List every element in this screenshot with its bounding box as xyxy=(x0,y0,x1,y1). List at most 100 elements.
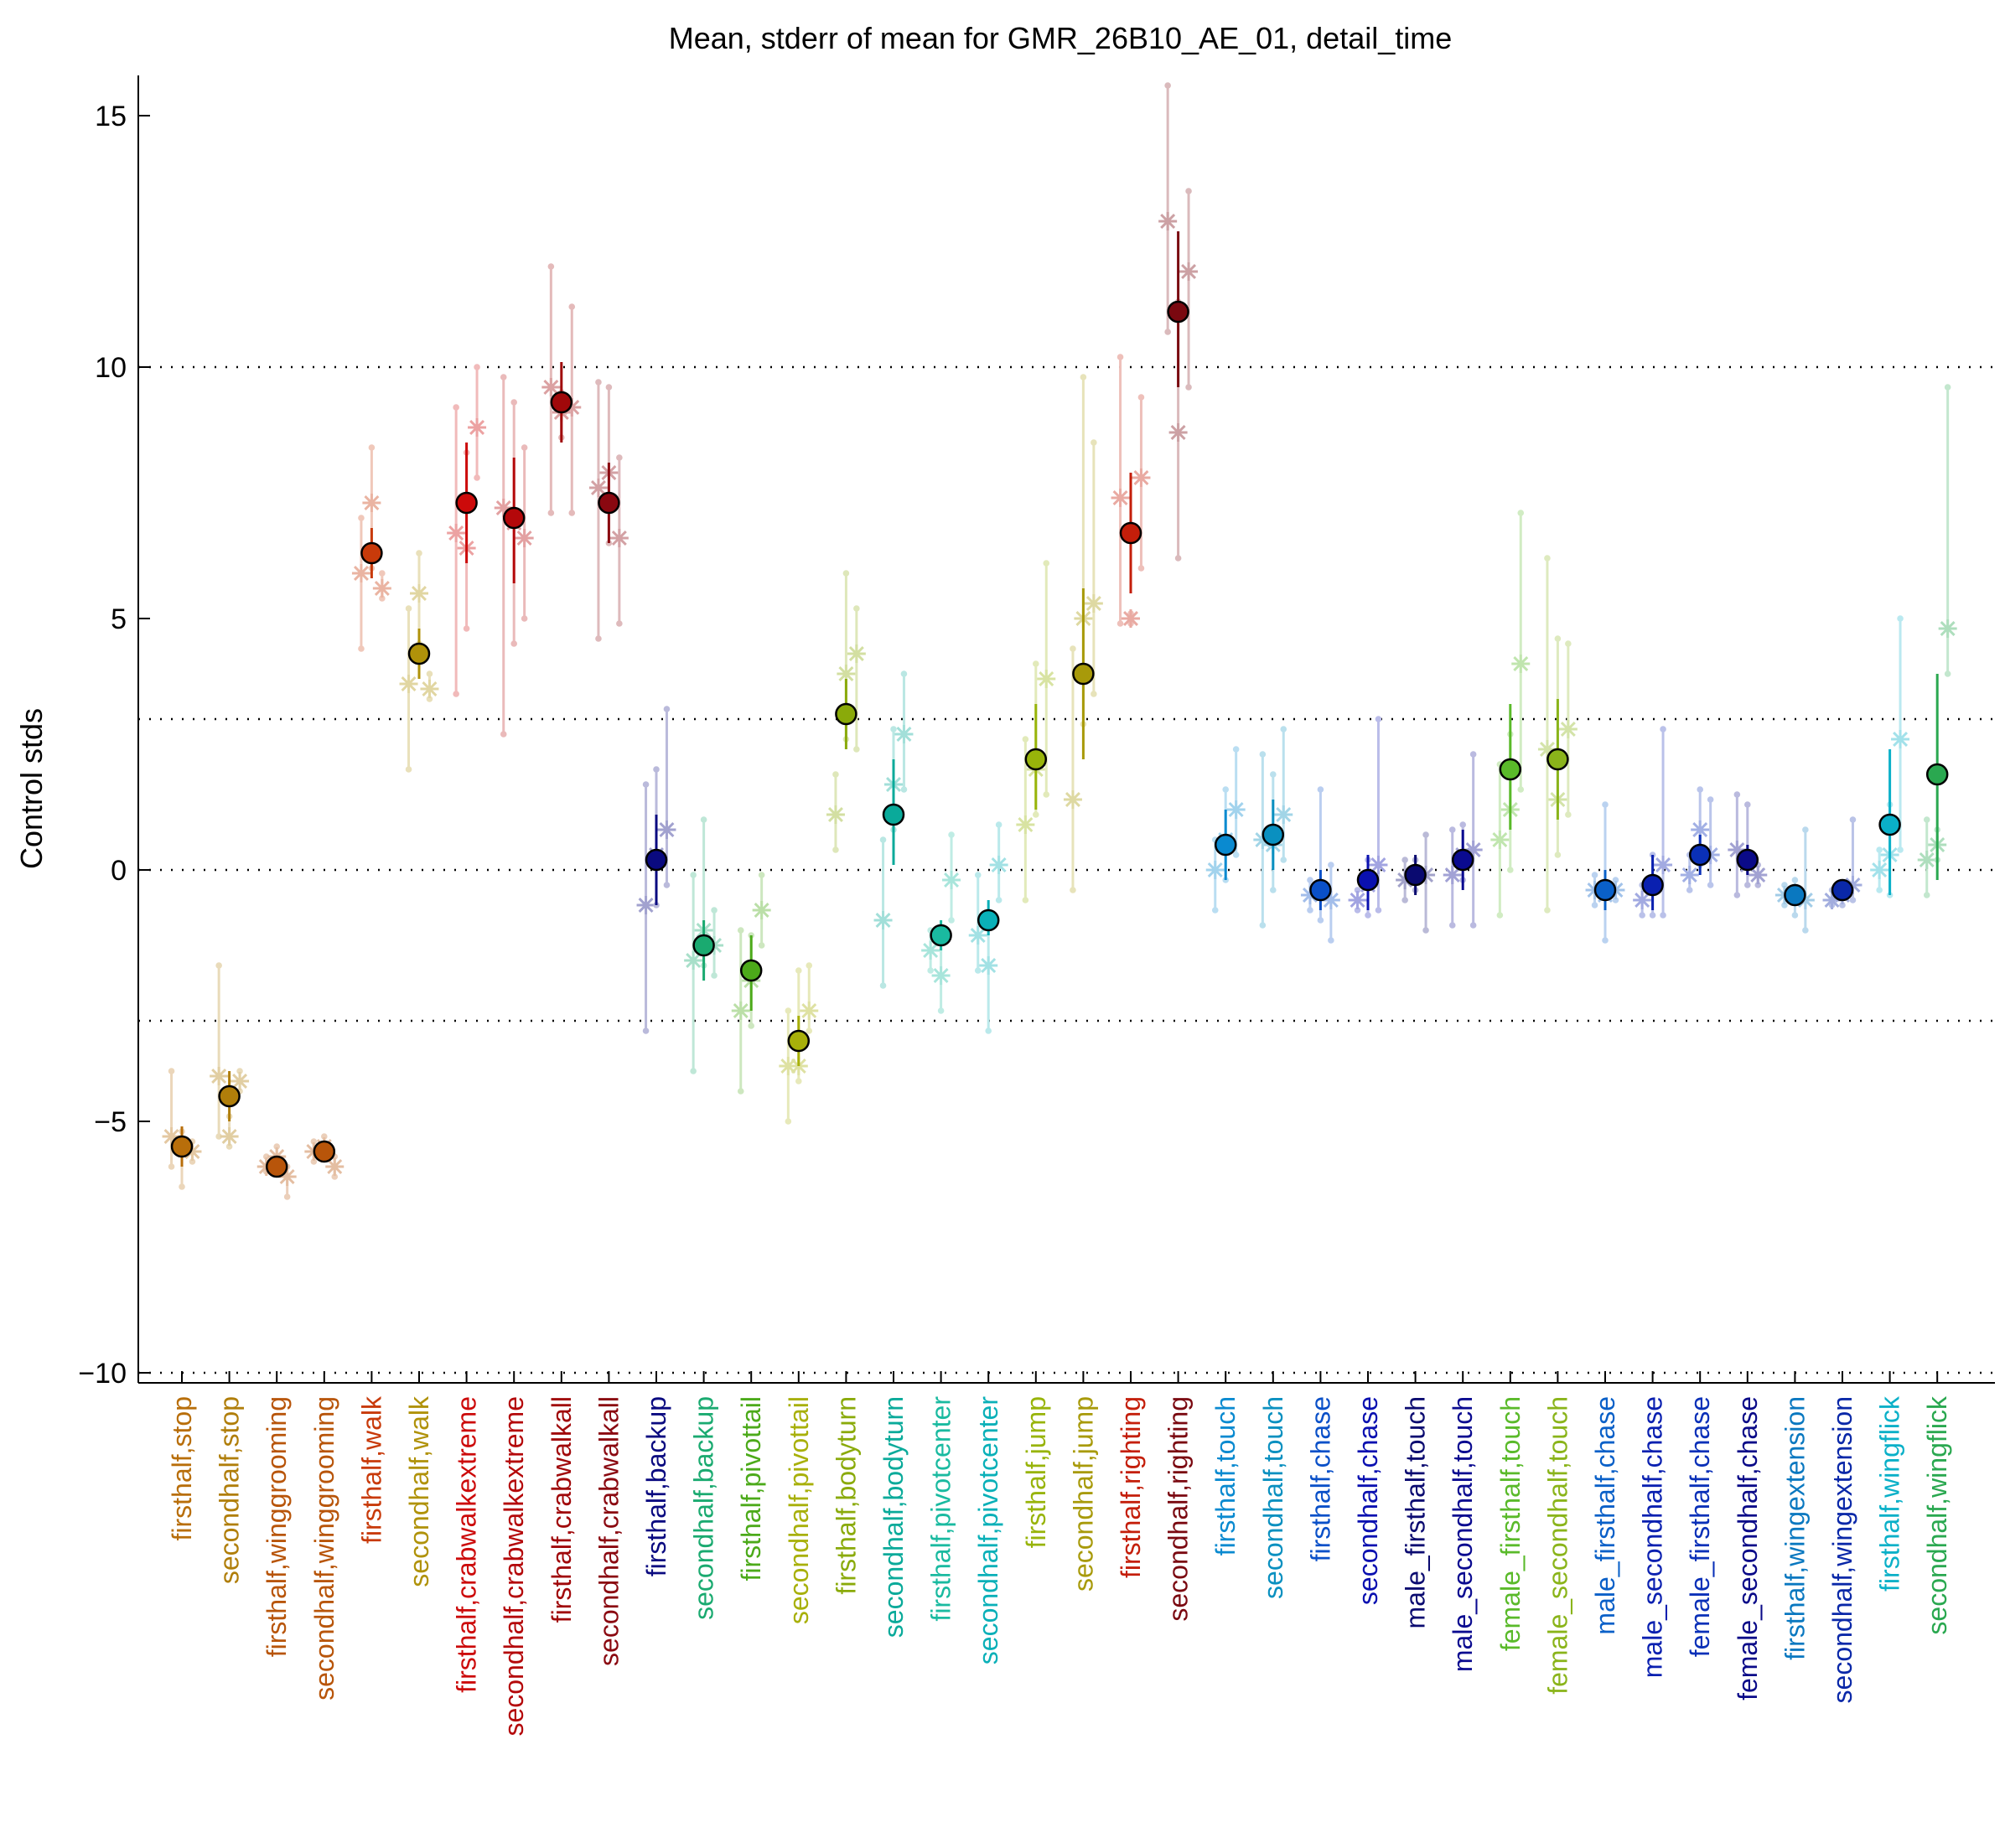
replicate-marker xyxy=(1917,851,1936,869)
replicate-bound-dot xyxy=(1544,907,1551,914)
x-category-label: secondhalf,backup xyxy=(689,1396,719,1620)
replicate-bound-dot xyxy=(642,781,650,788)
replicate-bound-dot xyxy=(653,766,660,773)
replicate-bound-dot xyxy=(1164,82,1171,89)
mean-marker xyxy=(455,491,478,515)
replicate-marker xyxy=(1348,891,1367,909)
replicate-bound-dot xyxy=(737,1088,744,1095)
x-category-label: female_firsthalf,chase xyxy=(1685,1396,1715,1657)
replicate-bound-dot xyxy=(1280,857,1287,863)
replicate-bound-dot xyxy=(463,625,470,632)
mean-marker xyxy=(407,642,431,665)
replicate-bound-dot xyxy=(215,1133,222,1140)
replicate-bound-dot xyxy=(1401,897,1408,903)
replicate-bound-dot xyxy=(500,731,507,738)
replicate-marker xyxy=(1168,423,1188,442)
replicate-bound-dot xyxy=(1897,615,1904,622)
replicate-bound-dot xyxy=(1876,846,1883,853)
plot-area: −10 −5 0 5 10 15 firsthalf,stop secondhalf,stop… xyxy=(78,75,1995,1737)
replicate-bound-dot xyxy=(1469,922,1477,929)
replicate-bound-dot xyxy=(748,1022,754,1029)
replicate-bound-dot xyxy=(1802,927,1809,934)
mean-marker xyxy=(1072,662,1095,686)
replicate-marker xyxy=(1111,489,1130,507)
mean-marker xyxy=(1736,848,1759,872)
replicate-marker xyxy=(968,926,987,945)
replicate-bound-dot xyxy=(900,670,908,677)
replicate-marker xyxy=(731,1002,750,1020)
replicate-bound-dot xyxy=(995,821,1002,828)
mean-marker xyxy=(1167,300,1189,324)
replicate-marker xyxy=(837,665,856,683)
replicate-bound-dot xyxy=(595,379,602,386)
replicate-marker xyxy=(541,378,561,396)
mean-marker xyxy=(1688,843,1712,867)
replicate-bound-dot xyxy=(379,595,386,602)
replicate-bound-dot xyxy=(1602,937,1609,944)
replicate-marker xyxy=(1680,866,1699,884)
replicate-bound-dot xyxy=(1043,791,1050,798)
replicate-bound-dot xyxy=(474,474,480,481)
mean-marker xyxy=(882,803,905,826)
mean-marker xyxy=(1119,521,1142,545)
replicate-bound-dot xyxy=(500,374,507,380)
replicate-marker xyxy=(1511,655,1531,673)
mean-marker xyxy=(787,1029,811,1053)
replicate-bound-dot xyxy=(1137,565,1145,572)
replicate-marker xyxy=(1870,861,1889,879)
replicate-bound-dot xyxy=(331,1173,339,1180)
replicate-bound-dot xyxy=(426,696,433,702)
replicate-marker xyxy=(800,1002,819,1020)
chart-title: Mean, stderr of mean for GMR_26B10_AE_01… xyxy=(669,21,1453,55)
replicate-bound-dot xyxy=(1365,912,1371,919)
replicate-bound-dot xyxy=(225,1143,233,1150)
replicate-bound-dot xyxy=(1307,877,1313,883)
x-category-label: secondhalf,wingflick xyxy=(1922,1395,1952,1635)
replicate-marker xyxy=(1037,670,1056,688)
x-category-label: female_firsthalf,touch xyxy=(1495,1396,1526,1651)
x-category-label: secondhalf,stop xyxy=(215,1396,245,1584)
replicate-bound-dot xyxy=(426,670,433,677)
replicate-bound-dot xyxy=(1185,384,1192,391)
x-category-label: secondhalf,winggrooming xyxy=(309,1396,339,1700)
replicate-bound-dot xyxy=(1733,791,1741,798)
replicate-bound-dot xyxy=(310,1158,318,1165)
replicate-marker xyxy=(1226,800,1246,819)
mean-marker xyxy=(692,934,715,957)
replicate-marker xyxy=(1654,856,1673,874)
replicate-marker xyxy=(1084,594,1103,613)
replicate-bound-dot xyxy=(785,1007,792,1014)
replicate-bound-dot xyxy=(663,706,671,712)
replicate-bound-dot xyxy=(948,831,955,838)
replicate-bound-dot xyxy=(1660,912,1666,919)
replicate-bound-dot xyxy=(453,691,459,697)
replicate-bound-dot xyxy=(1849,897,1857,903)
replicate-marker xyxy=(1558,720,1578,738)
replicate-bound-dot xyxy=(510,399,517,406)
replicate-bound-dot xyxy=(595,635,602,642)
replicate-bound-dot xyxy=(985,1028,992,1034)
replicate-marker xyxy=(515,529,534,547)
replicate-bound-dot xyxy=(1137,394,1145,401)
replicate-bound-dot xyxy=(1876,887,1883,893)
replicate-bound-dot xyxy=(1686,887,1693,893)
replicate-bound-dot xyxy=(1649,912,1656,919)
mean-marker xyxy=(550,391,573,414)
replicate-bound-dot xyxy=(853,605,860,612)
replicate-bound-dot xyxy=(806,962,813,969)
x-category-label: firsthalf,winggrooming xyxy=(262,1396,292,1657)
mean-marker xyxy=(1356,868,1380,892)
replicate-bound-dot xyxy=(568,303,576,310)
replicate-bound-dot xyxy=(948,917,955,924)
replicate-bound-dot xyxy=(1307,907,1313,914)
replicate-bound-dot xyxy=(1185,188,1192,194)
replicate-marker xyxy=(826,805,845,824)
replicate-marker xyxy=(1274,805,1293,824)
x-category-label: secondhalf,walk xyxy=(404,1395,434,1587)
replicate-bound-dot xyxy=(1259,751,1267,758)
replicate-marker xyxy=(468,418,487,437)
replicate-marker xyxy=(1179,262,1199,281)
replicate-bound-dot xyxy=(1022,897,1029,903)
mean-marker xyxy=(1214,833,1237,857)
